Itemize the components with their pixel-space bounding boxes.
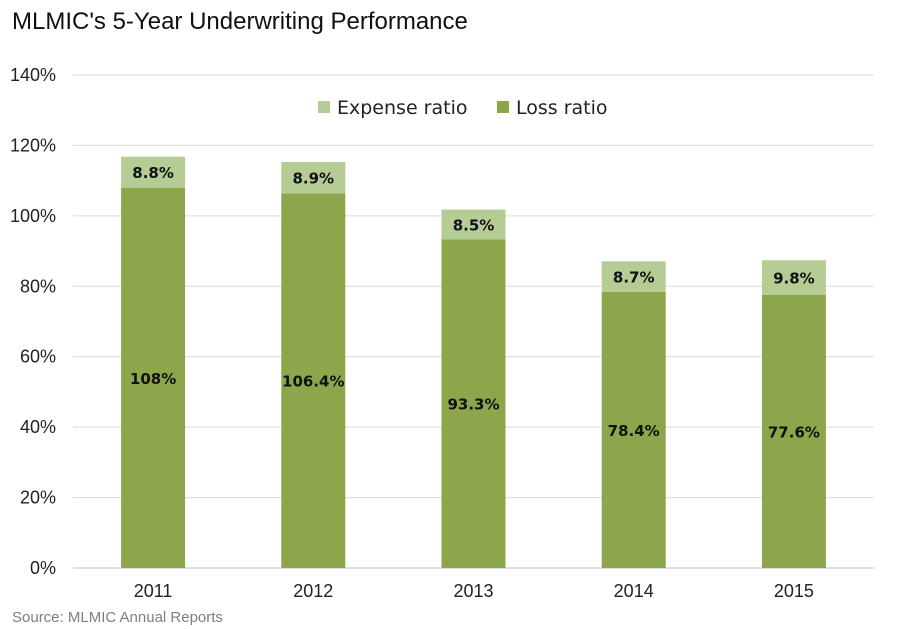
data-label-expense-ratio-2015: 9.8%: [773, 269, 815, 287]
y-tick-label: 100%: [10, 206, 56, 226]
chart-title: MLMIC's 5-Year Underwriting Performance: [12, 8, 468, 35]
bar-expense-ratio-2013: [441, 209, 506, 240]
bars: 108% 8.8% 106.4% 8.9% 93.3% 8.5% 78.4% 8.7% 77.6…: [121, 156, 826, 568]
y-tick-label: 140%: [10, 65, 56, 85]
data-label-loss-ratio-2014: 78.4%: [608, 422, 660, 440]
data-label-loss-ratio-2011: 108%: [130, 370, 176, 388]
legend: Expense ratio Loss ratio: [318, 97, 608, 119]
x-tick-label: 2015: [774, 581, 814, 601]
x-tick-label: 2014: [614, 581, 654, 601]
data-label-expense-ratio-2012: 8.9%: [292, 170, 334, 188]
y-tick-label: 60%: [20, 347, 56, 367]
data-label-expense-ratio-2013: 8.5%: [453, 216, 495, 234]
bar-loss-ratio-2012: [281, 193, 346, 568]
x-tick-label: 2012: [293, 581, 333, 601]
bar-loss-ratio-2015: [761, 294, 826, 568]
y-tick-label: 120%: [10, 135, 56, 155]
legend-label-loss-ratio: Loss ratio: [516, 97, 608, 119]
data-label-loss-ratio-2015: 77.6%: [768, 423, 820, 441]
data-label-expense-ratio-2014: 8.7%: [613, 269, 655, 287]
data-label-loss-ratio-2013: 93.3%: [447, 396, 499, 414]
y-tick-label: 40%: [20, 417, 56, 437]
bar-expense-ratio-2014: [601, 261, 666, 292]
x-tick-label: 2011: [134, 581, 173, 601]
bar-loss-ratio-2011: [121, 187, 186, 568]
legend-swatch-loss-ratio: [497, 101, 509, 113]
x-axis: 2011 2012 2013 2014 2015: [134, 581, 814, 601]
bar-expense-ratio-2011: [121, 156, 186, 188]
y-tick-label: 20%: [20, 488, 56, 508]
bar-loss-ratio-2014: [601, 291, 666, 568]
chart-source: Source: MLMIC Annual Reports: [12, 609, 223, 626]
bar-expense-ratio-2015: [761, 260, 826, 295]
legend-label-expense-ratio: Expense ratio: [337, 97, 467, 119]
y-tick-label: 80%: [20, 276, 56, 296]
y-axis: 0% 20% 40% 60% 80% 100% 120% 140%: [10, 65, 56, 578]
bar-loss-ratio-2013: [441, 239, 506, 568]
data-label-loss-ratio-2012: 106.4%: [282, 373, 344, 391]
y-tick-label: 0%: [30, 558, 56, 578]
legend-swatch-expense-ratio: [318, 101, 330, 113]
x-tick-label: 2013: [453, 581, 493, 601]
data-label-expense-ratio-2011: 8.8%: [132, 164, 174, 182]
bar-expense-ratio-2012: [281, 161, 346, 194]
